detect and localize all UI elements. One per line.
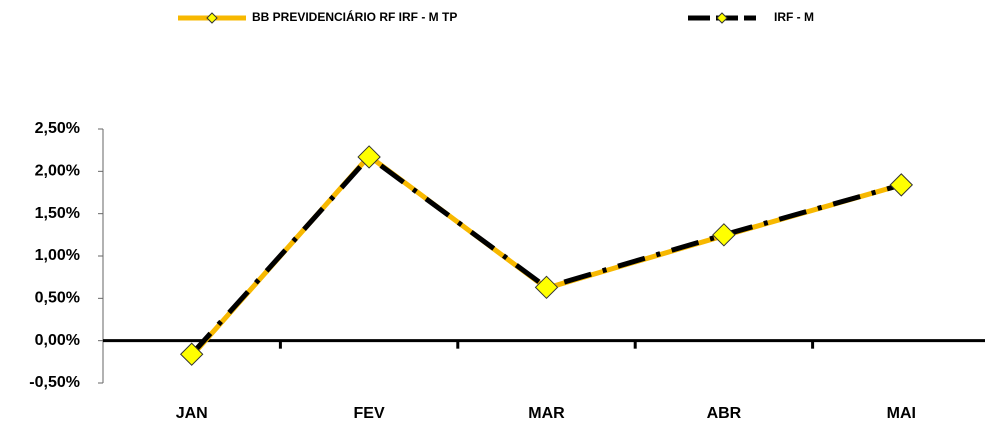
- series-line: [189, 154, 902, 356]
- legend-marker: [206, 12, 218, 24]
- marker: [534, 275, 559, 300]
- y-tick-label: 2,50%: [35, 120, 80, 137]
- y-tick-label: 1,50%: [35, 205, 80, 222]
- x-tick-label: JAN: [176, 405, 208, 422]
- x-tick-label: FEV: [354, 405, 385, 422]
- series-line: [189, 153, 902, 358]
- x-tick-label: MAI: [887, 405, 916, 422]
- x-tick-label: MAR: [528, 405, 565, 422]
- legend-label: BB PREVIDENCIÁRIO RF IRF - M TP: [252, 9, 457, 24]
- y-tick-label: 0,50%: [35, 290, 80, 307]
- x-tick-label: ABR: [707, 405, 742, 422]
- marker: [357, 145, 381, 169]
- marker: [712, 223, 736, 247]
- marker: [889, 173, 914, 197]
- y-tick-label: 1,00%: [35, 247, 80, 264]
- legend-label: IRF - M: [774, 10, 814, 24]
- y-tick-label: 2,00%: [35, 163, 80, 180]
- y-tick-label: 0,00%: [35, 332, 80, 349]
- legend-marker: [716, 12, 728, 24]
- y-tick-label: -0,50%: [29, 374, 80, 391]
- marker: [179, 342, 204, 366]
